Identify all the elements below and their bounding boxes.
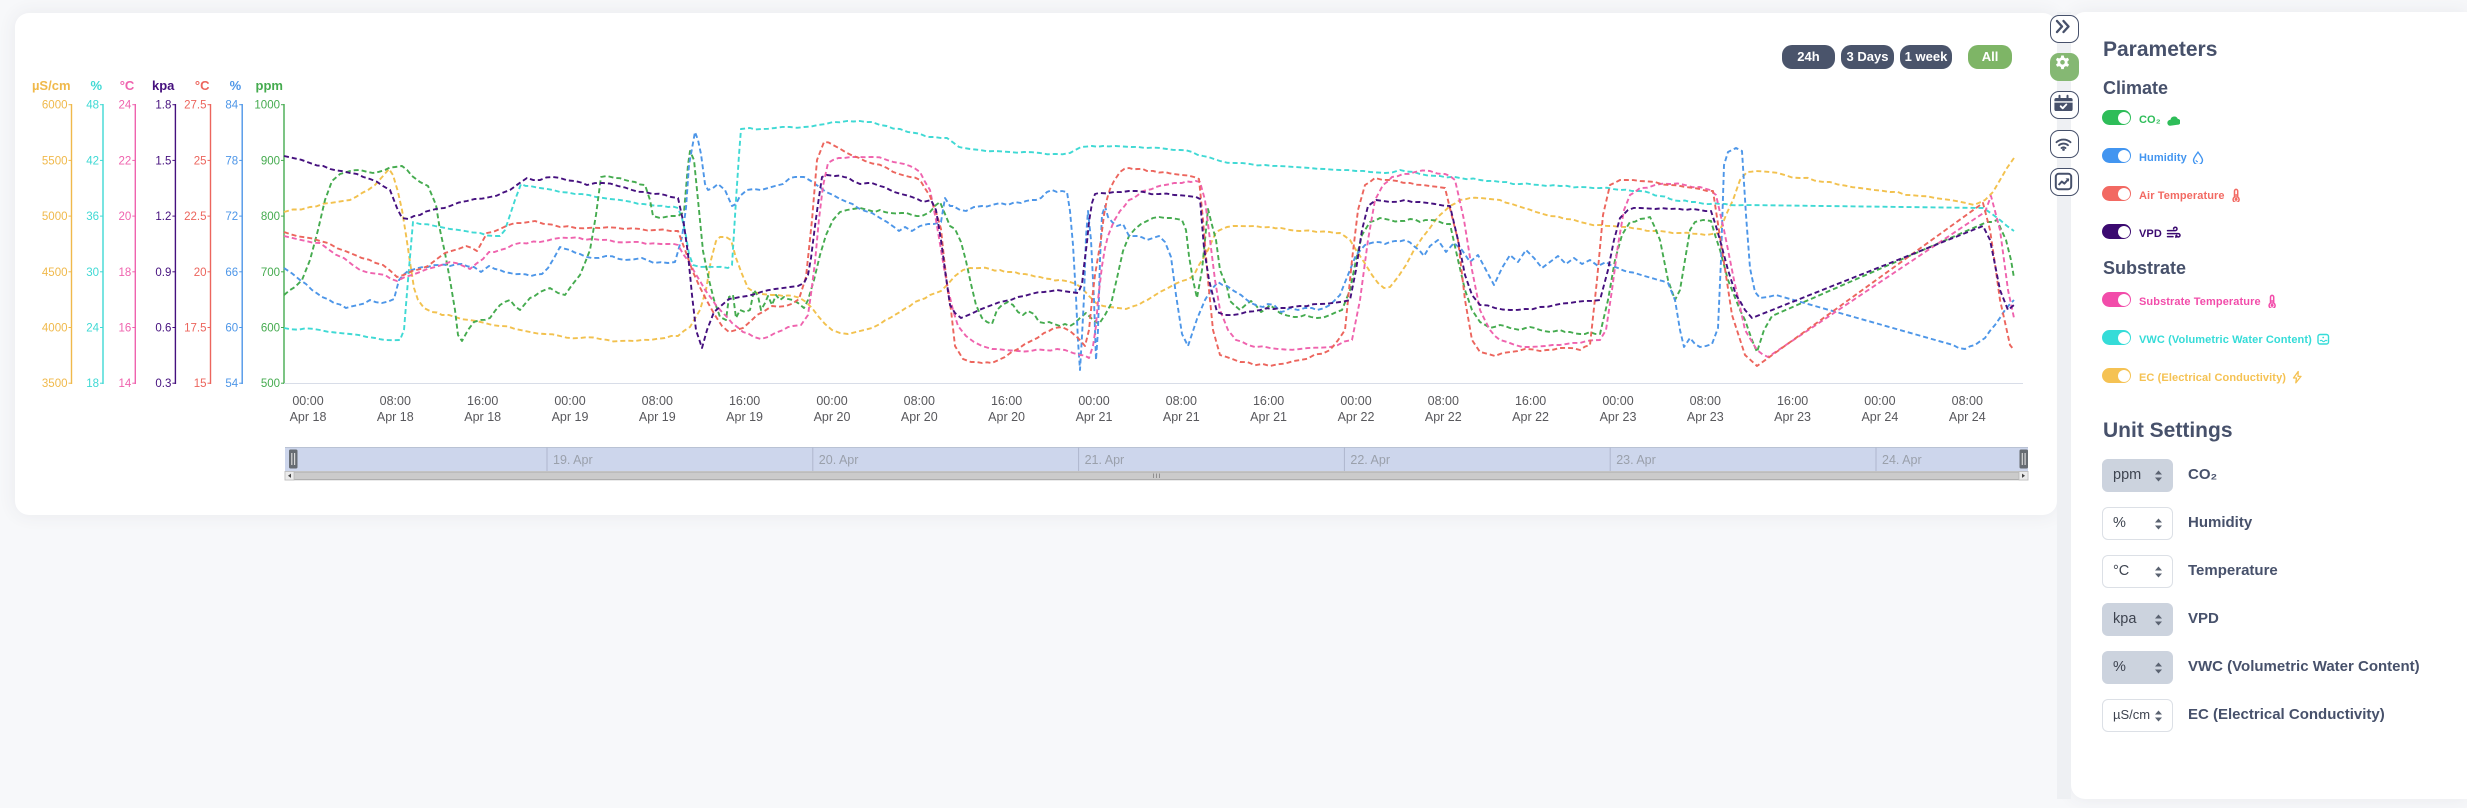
- svg-text:%: %: [230, 78, 242, 93]
- svg-text:66: 66: [225, 267, 238, 279]
- svg-text:%: %: [90, 78, 102, 93]
- svg-text:08:00: 08:00: [1690, 394, 1721, 408]
- svg-text:Apr 18: Apr 18: [464, 410, 501, 424]
- svg-text:00:00: 00:00: [1340, 394, 1371, 408]
- svg-text:°C: °C: [195, 78, 210, 93]
- svg-text:17.5: 17.5: [184, 323, 206, 335]
- svg-text:08:00: 08:00: [1166, 394, 1197, 408]
- svg-text:Apr 18: Apr 18: [377, 410, 414, 424]
- svg-text:Apr 18: Apr 18: [290, 410, 327, 424]
- svg-text:22. Apr: 22. Apr: [1350, 453, 1390, 467]
- svg-text:08:00: 08:00: [642, 394, 673, 408]
- svg-text:900: 900: [261, 155, 280, 167]
- svg-text:54: 54: [225, 378, 238, 390]
- svg-text:00:00: 00:00: [1078, 394, 1109, 408]
- svg-text:0.9: 0.9: [155, 267, 171, 279]
- svg-text:5000: 5000: [42, 211, 68, 223]
- svg-text:21. Apr: 21. Apr: [1085, 453, 1125, 467]
- svg-text:00:00: 00:00: [292, 394, 323, 408]
- svg-text:19. Apr: 19. Apr: [553, 453, 593, 467]
- svg-text:20: 20: [194, 267, 207, 279]
- svg-text:16:00: 16:00: [1253, 394, 1284, 408]
- svg-text:20. Apr: 20. Apr: [819, 453, 859, 467]
- svg-text:25: 25: [194, 155, 207, 167]
- svg-text:Apr 23: Apr 23: [1687, 410, 1724, 424]
- svg-text:22.5: 22.5: [184, 211, 206, 223]
- svg-text:4500: 4500: [42, 267, 68, 279]
- svg-text:00:00: 00:00: [1864, 394, 1895, 408]
- svg-text:16:00: 16:00: [1777, 394, 1808, 408]
- svg-text:24: 24: [119, 100, 132, 112]
- svg-text:16:00: 16:00: [729, 394, 760, 408]
- svg-text:00:00: 00:00: [1602, 394, 1633, 408]
- svg-text:°C: °C: [120, 78, 135, 93]
- svg-text:Apr 22: Apr 22: [1512, 410, 1549, 424]
- svg-text:kpa: kpa: [152, 78, 175, 93]
- svg-text:14: 14: [119, 378, 132, 390]
- svg-text:Apr 23: Apr 23: [1600, 410, 1637, 424]
- svg-text:µS/cm: µS/cm: [32, 78, 71, 93]
- svg-text:00:00: 00:00: [554, 394, 585, 408]
- svg-text:30: 30: [86, 267, 99, 279]
- svg-text:1.2: 1.2: [155, 211, 171, 223]
- svg-text:22: 22: [119, 155, 132, 167]
- svg-text:5500: 5500: [42, 155, 68, 167]
- svg-text:Apr 19: Apr 19: [552, 410, 589, 424]
- svg-text:36: 36: [86, 211, 99, 223]
- svg-text:800: 800: [261, 211, 280, 223]
- svg-text:0.3: 0.3: [155, 378, 171, 390]
- svg-text:Apr 20: Apr 20: [814, 410, 851, 424]
- svg-text:1.5: 1.5: [155, 155, 171, 167]
- svg-text:700: 700: [261, 267, 280, 279]
- svg-text:500: 500: [261, 378, 280, 390]
- svg-text:1000: 1000: [254, 100, 280, 112]
- svg-text:Apr 20: Apr 20: [988, 410, 1025, 424]
- svg-text:Apr 21: Apr 21: [1163, 410, 1200, 424]
- svg-text:15: 15: [194, 378, 207, 390]
- svg-text:600: 600: [261, 323, 280, 335]
- svg-text:ppm: ppm: [256, 78, 283, 93]
- svg-text:00:00: 00:00: [816, 394, 847, 408]
- svg-text:Apr 20: Apr 20: [901, 410, 938, 424]
- svg-text:0.6: 0.6: [155, 323, 171, 335]
- svg-text:23. Apr: 23. Apr: [1616, 453, 1656, 467]
- svg-text:72: 72: [225, 211, 238, 223]
- svg-text:Apr 19: Apr 19: [639, 410, 676, 424]
- svg-text:42: 42: [86, 155, 99, 167]
- svg-text:Apr 21: Apr 21: [1250, 410, 1287, 424]
- svg-text:Apr 22: Apr 22: [1425, 410, 1462, 424]
- svg-text:24. Apr: 24. Apr: [1882, 453, 1922, 467]
- svg-text:16: 16: [119, 323, 132, 335]
- svg-text:16:00: 16:00: [991, 394, 1022, 408]
- svg-text:60: 60: [225, 323, 238, 335]
- svg-text:84: 84: [225, 100, 238, 112]
- svg-text:16:00: 16:00: [467, 394, 498, 408]
- svg-text:1.8: 1.8: [155, 100, 171, 112]
- svg-text:48: 48: [86, 100, 99, 112]
- svg-text:20: 20: [119, 211, 132, 223]
- svg-text:Apr 24: Apr 24: [1949, 410, 1986, 424]
- svg-text:18: 18: [119, 267, 132, 279]
- svg-text:4000: 4000: [42, 323, 68, 335]
- svg-text:27.5: 27.5: [184, 100, 206, 112]
- svg-text:16:00: 16:00: [1515, 394, 1546, 408]
- svg-text:Apr 24: Apr 24: [1861, 410, 1898, 424]
- svg-text:3500: 3500: [42, 378, 68, 390]
- svg-text:6000: 6000: [42, 100, 68, 112]
- svg-text:Apr 21: Apr 21: [1076, 410, 1113, 424]
- svg-text:08:00: 08:00: [904, 394, 935, 408]
- svg-text:24: 24: [86, 323, 99, 335]
- svg-text:18: 18: [86, 378, 99, 390]
- svg-text:Apr 19: Apr 19: [726, 410, 763, 424]
- svg-text:08:00: 08:00: [1952, 394, 1983, 408]
- svg-text:08:00: 08:00: [1428, 394, 1459, 408]
- svg-text:08:00: 08:00: [380, 394, 411, 408]
- svg-text:Apr 22: Apr 22: [1338, 410, 1375, 424]
- svg-text:Apr 23: Apr 23: [1774, 410, 1811, 424]
- svg-text:78: 78: [225, 155, 238, 167]
